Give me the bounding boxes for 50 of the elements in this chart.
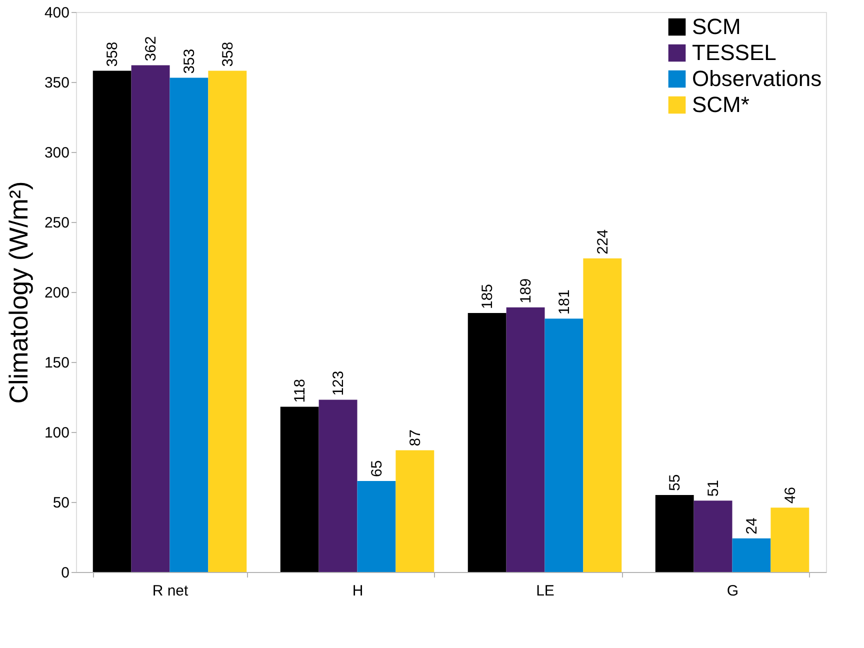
x-tick-label: G xyxy=(726,582,739,600)
bar xyxy=(583,258,622,572)
bar xyxy=(506,307,545,572)
bar xyxy=(280,406,319,572)
y-tick-label: 400 xyxy=(44,4,70,22)
data-label: 87 xyxy=(406,430,424,446)
bar xyxy=(770,508,810,572)
data-label: 55 xyxy=(666,474,684,491)
y-tick-label: 300 xyxy=(44,144,70,162)
bar xyxy=(396,450,434,572)
legend-label: SCM xyxy=(692,14,741,39)
data-label: 358 xyxy=(219,42,236,67)
y-tick-label: 0 xyxy=(61,564,70,582)
bar xyxy=(468,313,506,572)
bar xyxy=(732,538,771,572)
y-tick-label: 150 xyxy=(44,354,70,372)
data-label: 362 xyxy=(142,36,160,62)
y-tick-label: 350 xyxy=(44,74,70,92)
data-label: 353 xyxy=(180,48,198,74)
legend-label: Observations xyxy=(692,66,822,91)
bar xyxy=(357,481,396,572)
data-label: 224 xyxy=(594,229,612,254)
data-label: 123 xyxy=(330,370,348,396)
bar xyxy=(170,78,208,572)
data-label: 189 xyxy=(518,278,535,304)
bar xyxy=(655,495,694,572)
data-label: 65 xyxy=(368,460,386,477)
y-tick-label: 50 xyxy=(52,494,70,512)
legend-label: TESSEL xyxy=(692,40,776,65)
x-tick-label: R net xyxy=(152,582,190,600)
data-label: 24 xyxy=(743,518,760,534)
y-tick-label: 250 xyxy=(44,214,70,232)
bar xyxy=(544,318,584,572)
bar xyxy=(92,70,132,572)
data-label: 185 xyxy=(479,284,496,309)
y-tick-label: 200 xyxy=(44,284,70,302)
y-tick-label: 100 xyxy=(44,424,70,442)
legend-label: SCM* xyxy=(692,92,750,117)
x-tick-label: H xyxy=(352,582,364,600)
y-axis-title: Climatology (W/m²) xyxy=(3,181,34,404)
data-label: 51 xyxy=(705,480,722,497)
data-label: 358 xyxy=(104,42,122,67)
x-tick-label: LE xyxy=(536,582,554,600)
bar xyxy=(318,400,358,572)
bar xyxy=(208,70,247,572)
bar xyxy=(131,65,170,572)
data-label: 118 xyxy=(292,378,309,403)
data-label: 181 xyxy=(556,290,573,315)
bar xyxy=(694,500,732,572)
data-label: 46 xyxy=(782,486,799,504)
